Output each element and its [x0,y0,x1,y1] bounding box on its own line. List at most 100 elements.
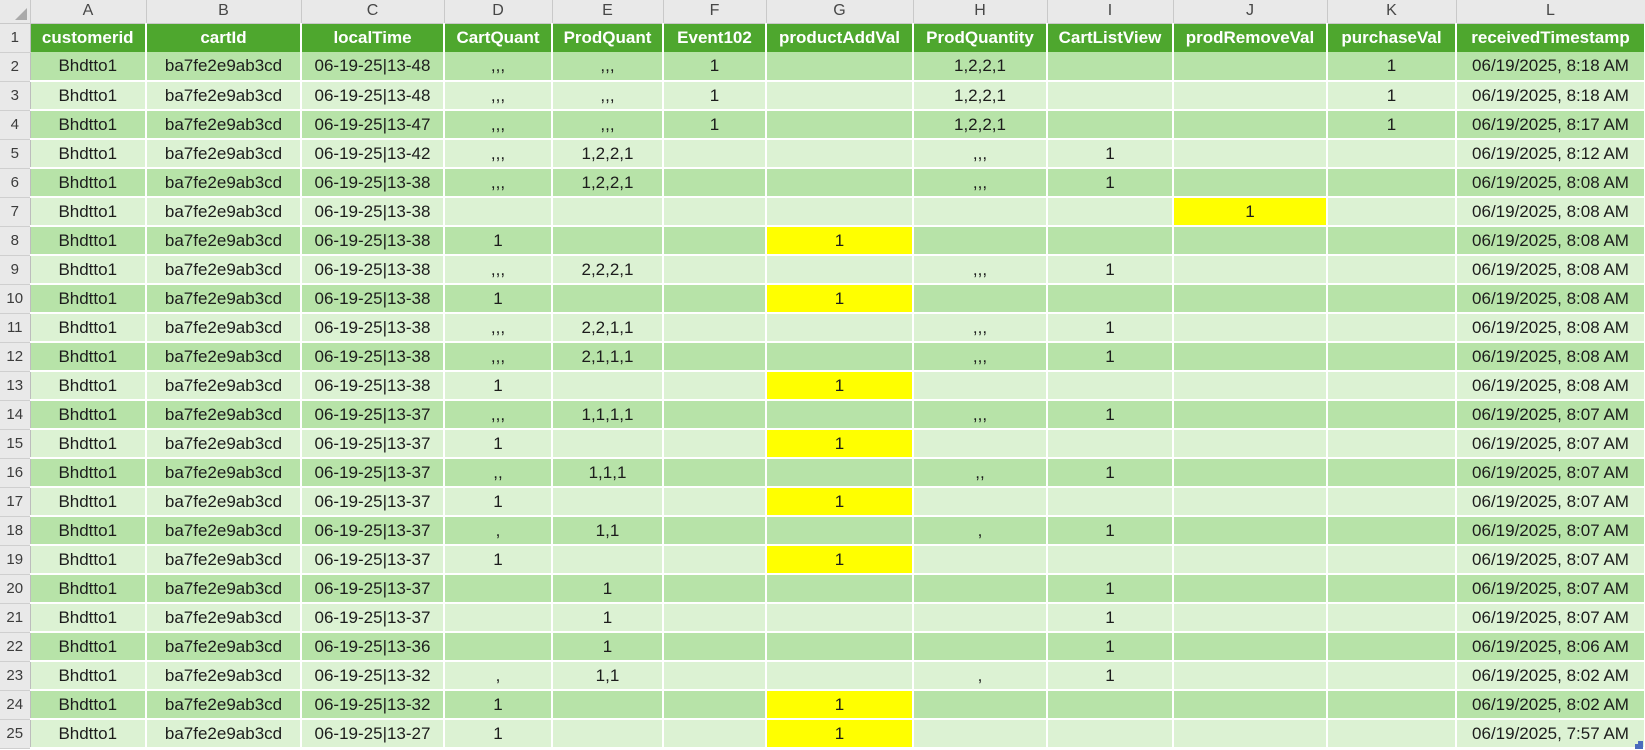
cell-G8[interactable]: 1 [766,226,914,256]
cell-L8[interactable]: 06/19/2025, 8:08 AM [1456,226,1645,256]
row-number-12[interactable]: 12 [0,342,31,372]
cell-L19[interactable]: 06/19/2025, 8:07 AM [1456,545,1645,575]
cell-E24[interactable] [552,690,664,720]
row-number-14[interactable]: 14 [0,400,31,430]
cell-F25[interactable] [663,719,767,749]
cell-B17[interactable]: ba7fe2e9ab3cd [146,487,302,517]
row-number-21[interactable]: 21 [0,603,31,633]
cell-I25[interactable] [1047,719,1174,749]
cell-E14[interactable]: 1,1,1,1 [552,400,664,430]
cell-E18[interactable]: 1,1 [552,516,664,546]
cell-G23[interactable] [766,661,914,691]
cell-H5[interactable]: ,,, [913,139,1048,169]
cell-H14[interactable]: ,,, [913,400,1048,430]
cell-F8[interactable] [663,226,767,256]
cell-H21[interactable] [913,603,1048,633]
cell-B10[interactable]: ba7fe2e9ab3cd [146,284,302,314]
cell-J17[interactable] [1173,487,1328,517]
cell-B19[interactable]: ba7fe2e9ab3cd [146,545,302,575]
cell-F21[interactable] [663,603,767,633]
cell-A22[interactable]: Bhdtto1 [30,632,147,662]
cell-C6[interactable]: 06-19-25|13-38 [301,168,445,198]
cell-B22[interactable]: ba7fe2e9ab3cd [146,632,302,662]
cell-K5[interactable] [1327,139,1457,169]
cell-G13[interactable]: 1 [766,371,914,401]
cell-E21[interactable]: 1 [552,603,664,633]
cell-B7[interactable]: ba7fe2e9ab3cd [146,197,302,227]
cell-F2[interactable]: 1 [663,52,767,82]
cell-G7[interactable] [766,197,914,227]
cell-E20[interactable]: 1 [552,574,664,604]
cell-C9[interactable]: 06-19-25|13-38 [301,255,445,285]
column-header-C[interactable]: C [301,0,445,24]
cell-I4[interactable] [1047,110,1174,140]
cell-H18[interactable]: , [913,516,1048,546]
cell-H22[interactable] [913,632,1048,662]
row-number-22[interactable]: 22 [0,632,31,662]
header-cell-cartId[interactable]: cartId [146,23,302,52]
table-resize-handle[interactable] [1635,741,1643,749]
cell-A6[interactable]: Bhdtto1 [30,168,147,198]
cell-D6[interactable]: ,,, [444,168,553,198]
row-number-7[interactable]: 7 [0,197,31,227]
cell-L12[interactable]: 06/19/2025, 8:08 AM [1456,342,1645,372]
cell-B15[interactable]: ba7fe2e9ab3cd [146,429,302,459]
row-number-8[interactable]: 8 [0,226,31,256]
cell-J12[interactable] [1173,342,1328,372]
cell-A20[interactable]: Bhdtto1 [30,574,147,604]
cell-B8[interactable]: ba7fe2e9ab3cd [146,226,302,256]
cell-I19[interactable] [1047,545,1174,575]
cell-L13[interactable]: 06/19/2025, 8:08 AM [1456,371,1645,401]
cell-L6[interactable]: 06/19/2025, 8:08 AM [1456,168,1645,198]
cell-I2[interactable] [1047,52,1174,82]
cell-L17[interactable]: 06/19/2025, 8:07 AM [1456,487,1645,517]
cell-D24[interactable]: 1 [444,690,553,720]
cell-I11[interactable]: 1 [1047,313,1174,343]
cell-I8[interactable] [1047,226,1174,256]
cell-J18[interactable] [1173,516,1328,546]
cell-K7[interactable] [1327,197,1457,227]
cell-L11[interactable]: 06/19/2025, 8:08 AM [1456,313,1645,343]
cell-G21[interactable] [766,603,914,633]
cell-A15[interactable]: Bhdtto1 [30,429,147,459]
cell-J19[interactable] [1173,545,1328,575]
cell-H10[interactable] [913,284,1048,314]
cell-D8[interactable]: 1 [444,226,553,256]
cell-F10[interactable] [663,284,767,314]
cell-K19[interactable] [1327,545,1457,575]
cell-H23[interactable]: , [913,661,1048,691]
cell-L9[interactable]: 06/19/2025, 8:08 AM [1456,255,1645,285]
cell-H19[interactable] [913,545,1048,575]
cell-C14[interactable]: 06-19-25|13-37 [301,400,445,430]
cell-L10[interactable]: 06/19/2025, 8:08 AM [1456,284,1645,314]
column-header-I[interactable]: I [1047,0,1174,24]
cell-L20[interactable]: 06/19/2025, 8:07 AM [1456,574,1645,604]
cell-F16[interactable] [663,458,767,488]
cell-E10[interactable] [552,284,664,314]
cell-I18[interactable]: 1 [1047,516,1174,546]
cell-H24[interactable] [913,690,1048,720]
cell-L3[interactable]: 06/19/2025, 8:18 AM [1456,81,1645,111]
cell-B14[interactable]: ba7fe2e9ab3cd [146,400,302,430]
cell-K14[interactable] [1327,400,1457,430]
cell-A24[interactable]: Bhdtto1 [30,690,147,720]
row-number-4[interactable]: 4 [0,110,31,140]
cell-D22[interactable] [444,632,553,662]
cell-C21[interactable]: 06-19-25|13-37 [301,603,445,633]
cell-F20[interactable] [663,574,767,604]
cell-L2[interactable]: 06/19/2025, 8:18 AM [1456,52,1645,82]
cell-A9[interactable]: Bhdtto1 [30,255,147,285]
cell-I22[interactable]: 1 [1047,632,1174,662]
cell-L23[interactable]: 06/19/2025, 8:02 AM [1456,661,1645,691]
cell-A25[interactable]: Bhdtto1 [30,719,147,749]
cell-F5[interactable] [663,139,767,169]
header-cell-CartListView[interactable]: CartListView [1047,23,1174,52]
cell-D5[interactable]: ,,, [444,139,553,169]
cell-F3[interactable]: 1 [663,81,767,111]
cell-I17[interactable] [1047,487,1174,517]
cell-K4[interactable]: 1 [1327,110,1457,140]
cell-J8[interactable] [1173,226,1328,256]
cell-C13[interactable]: 06-19-25|13-38 [301,371,445,401]
cell-A8[interactable]: Bhdtto1 [30,226,147,256]
row-number-1[interactable]: 1 [0,23,31,53]
